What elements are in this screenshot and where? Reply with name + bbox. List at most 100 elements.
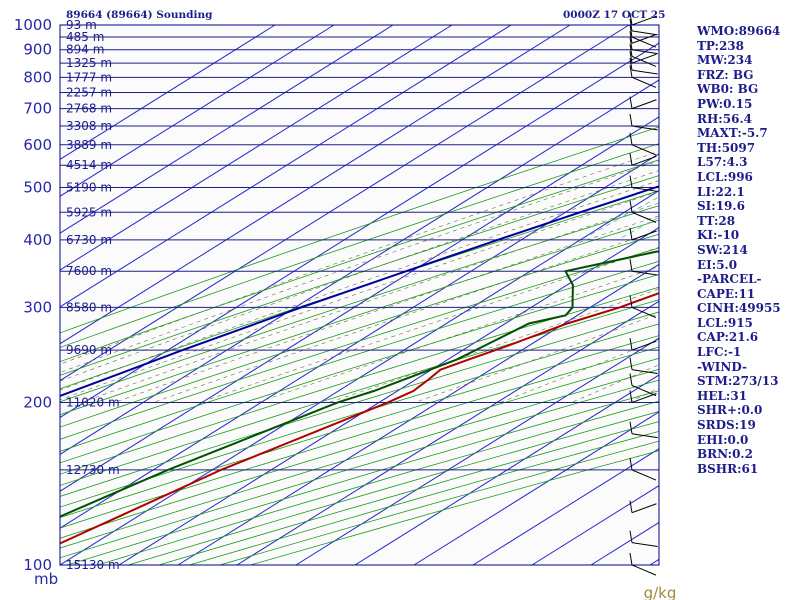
wind-barb — [631, 33, 657, 44]
wind-barb — [631, 155, 657, 166]
isotherm — [60, 25, 512, 308]
pressure-tick-label: 300 — [23, 298, 52, 316]
height-label: 1777 m — [66, 70, 112, 84]
profile-line-2 — [60, 185, 659, 398]
height-label: 3889 m — [66, 138, 112, 152]
height-label: 2257 m — [66, 85, 112, 99]
wind-barb — [631, 385, 657, 397]
wind-barb-feather — [629, 338, 633, 351]
height-label: 2768 m — [66, 102, 112, 116]
isotherm — [60, 190, 659, 565]
index-line: SHR+:0.0 — [697, 403, 763, 418]
index-line: STM:273/13 — [697, 374, 779, 389]
height-label: 9690 m — [66, 343, 112, 357]
index-line: EI:5.0 — [697, 257, 738, 272]
plot-area — [60, 25, 659, 565]
index-line: LCL:915 — [697, 315, 753, 330]
height-label: 7600 m — [66, 264, 112, 278]
wind-barb-feather — [629, 51, 633, 64]
isotherm — [295, 337, 659, 565]
wind-barb — [631, 30, 658, 36]
index-line: CAPE:11 — [697, 286, 756, 301]
height-label: 12730 m — [66, 463, 120, 477]
index-line: -PARCEL- — [697, 272, 762, 287]
isotherm — [177, 263, 659, 565]
index-line: WMO:89664 — [697, 24, 781, 38]
isotherm — [60, 42, 659, 419]
index-line: LCL:996 — [697, 169, 753, 184]
pressure-tick-label: 100 — [23, 556, 52, 574]
index-line: RH:56.4 — [697, 111, 752, 126]
index-line: BSHR:61 — [697, 461, 759, 476]
wind-barb — [631, 211, 657, 223]
wind-barb — [631, 369, 658, 375]
wind-barb-feather — [629, 175, 633, 188]
height-label: 3308 m — [66, 119, 112, 133]
wind-barb-feather — [629, 421, 633, 434]
station-title: 89664 (89664) Sounding — [66, 9, 213, 21]
height-label: 4514 m — [66, 158, 112, 172]
height-label: 93 m — [66, 18, 97, 32]
wind-barb — [631, 53, 657, 64]
wind-barb-feather — [629, 12, 633, 26]
index-line: SW:214 — [697, 242, 748, 257]
wind-barb — [631, 469, 657, 481]
moist-adiabat — [60, 150, 659, 365]
index-line: LFC:-1 — [697, 345, 742, 360]
wind-barb-feather — [629, 37, 633, 50]
index-line: SI:19.6 — [697, 199, 745, 214]
isotherm — [60, 79, 659, 455]
pressure-unit-label: mb — [34, 570, 58, 588]
wind-barb-feather — [629, 24, 633, 38]
wind-barb — [631, 393, 657, 403]
index-line: KI:-10 — [697, 228, 740, 243]
index-line: HEL:31 — [697, 388, 748, 403]
wind-barb — [631, 49, 658, 55]
height-label: 8580 m — [66, 300, 112, 314]
pressure-tick-label: 700 — [23, 100, 52, 118]
isotherm — [60, 25, 276, 160]
index-line: L57:4.3 — [697, 155, 748, 170]
sounding-time: 0000Z 17 OCT 25 — [563, 9, 666, 21]
height-label: 1325 m — [66, 56, 112, 70]
isotherm — [60, 25, 453, 271]
index-line: LI:22.1 — [697, 184, 745, 199]
wind-barb-feather — [629, 227, 633, 240]
pressure-tick-label: 600 — [23, 136, 52, 154]
plot-frame — [59, 24, 660, 566]
wind-barb-feather — [629, 153, 633, 166]
profile-curves — [60, 185, 659, 545]
index-line: MW:234 — [697, 53, 753, 68]
moist-adiabat — [114, 215, 659, 403]
index-line: TH:5097 — [697, 140, 756, 155]
wind-barb — [631, 270, 658, 276]
index-line: EHI:0.0 — [697, 432, 749, 447]
wind-barb-feather — [629, 457, 633, 470]
height-label: 5925 m — [66, 205, 112, 219]
moist-adiabat — [81, 202, 659, 403]
index-line: BRN:0.2 — [697, 447, 753, 462]
index-line: TP:238 — [697, 38, 745, 53]
isotherm — [354, 374, 659, 565]
wind-barb — [631, 55, 657, 67]
wind-barb-feather — [629, 373, 633, 386]
wind-barb-feather — [629, 132, 633, 145]
isotherm — [60, 25, 394, 234]
wind-barbs — [629, 12, 658, 576]
wind-barb-feather — [629, 31, 633, 44]
pressure-tick-label: 800 — [23, 68, 52, 86]
wind-barb-feather — [629, 58, 633, 71]
wind-barb — [631, 15, 657, 26]
wind-barb-feather — [629, 44, 633, 57]
wind-barb — [631, 306, 657, 318]
index-line: WB0: BG — [697, 82, 759, 97]
wind-barb — [631, 564, 657, 576]
wind-barb — [631, 187, 658, 192]
index-line: SRDS:19 — [697, 418, 756, 433]
wind-barb-feather — [629, 500, 633, 513]
wind-barb — [631, 503, 657, 514]
wind-barb-feather — [629, 295, 633, 308]
wind-barb — [631, 542, 658, 548]
